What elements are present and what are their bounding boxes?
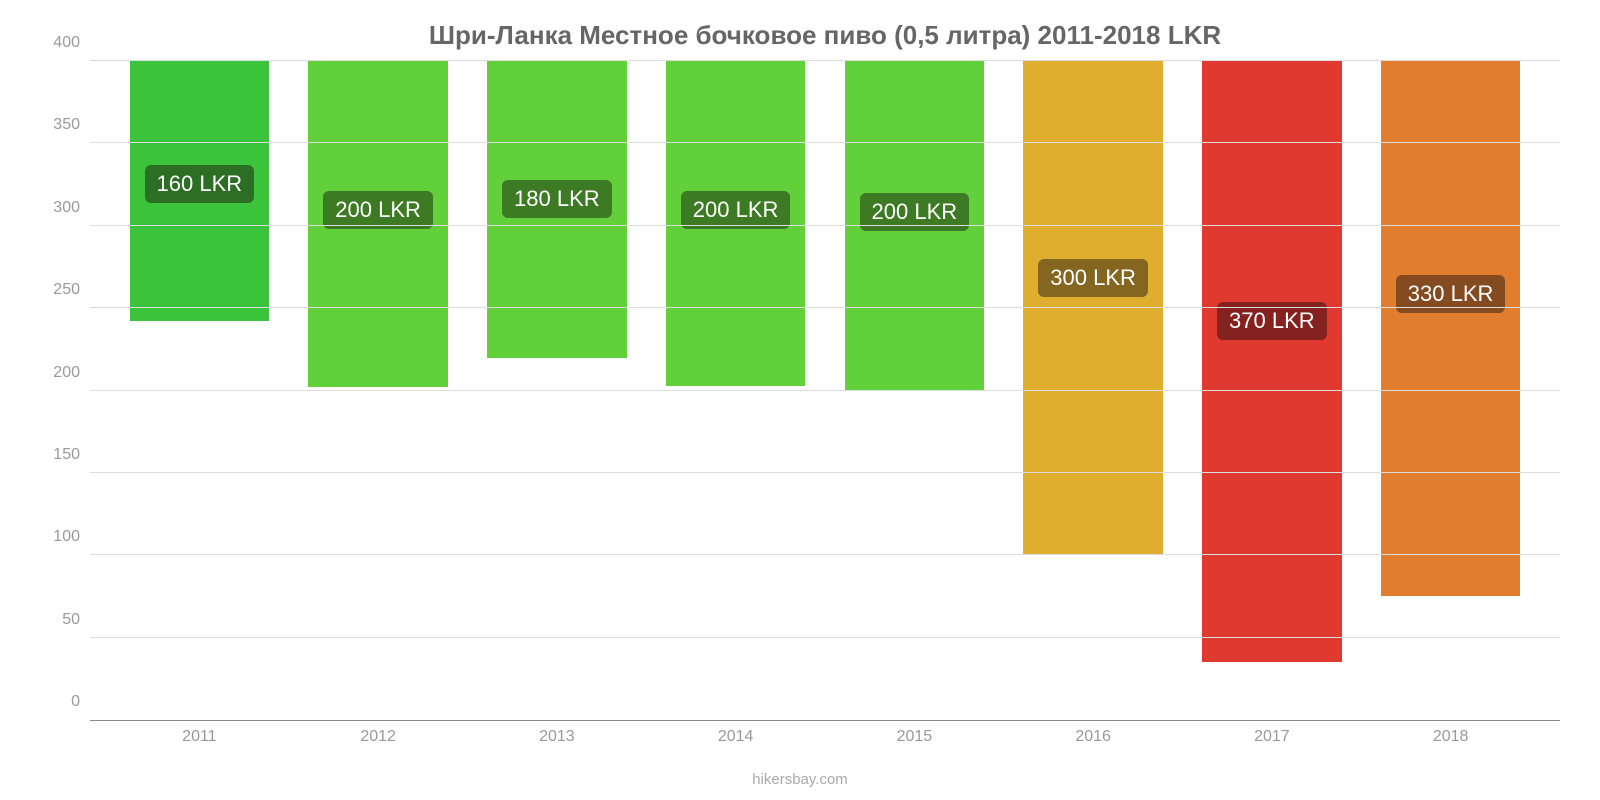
bar: 370 LKR xyxy=(1202,61,1341,662)
bar-slot: 180 LKR2013 xyxy=(468,61,647,720)
ytick-label: 300 xyxy=(40,199,80,217)
ytick-label: 0 xyxy=(40,693,80,711)
gridline xyxy=(90,390,1560,391)
bar: 300 LKR xyxy=(1023,61,1162,555)
bar: 330 LKR xyxy=(1381,61,1520,596)
bar-slot: 200 LKR2015 xyxy=(825,61,1004,720)
xtick-label: 2012 xyxy=(360,728,396,746)
bars-row: 160 LKR2011200 LKR2012180 LKR2013200 LKR… xyxy=(90,61,1560,720)
gridline xyxy=(90,472,1560,473)
ytick-label: 200 xyxy=(40,364,80,382)
ytick-label: 150 xyxy=(40,446,80,464)
gridline xyxy=(90,554,1560,555)
xtick-label: 2013 xyxy=(539,728,575,746)
bar-value-label: 200 LKR xyxy=(681,191,791,229)
bar: 180 LKR xyxy=(487,61,626,358)
gridline xyxy=(90,225,1560,226)
xtick-label: 2018 xyxy=(1433,728,1469,746)
ytick-label: 100 xyxy=(40,528,80,546)
ytick-label: 250 xyxy=(40,281,80,299)
bar-slot: 200 LKR2012 xyxy=(289,61,468,720)
bar-value-label: 160 LKR xyxy=(145,165,255,203)
bar-slot: 370 LKR2017 xyxy=(1183,61,1362,720)
xtick-label: 2016 xyxy=(1075,728,1111,746)
xtick-label: 2014 xyxy=(718,728,754,746)
bar-slot: 160 LKR2011 xyxy=(110,61,289,720)
bar-slot: 330 LKR2018 xyxy=(1361,61,1540,720)
bar-slot: 300 LKR2016 xyxy=(1004,61,1183,720)
attribution-text: hikersbay.com xyxy=(0,771,1600,788)
gridline xyxy=(90,142,1560,143)
chart-container: Шри-Ланка Местное бочковое пиво (0,5 лит… xyxy=(0,0,1600,800)
bar-value-label: 300 LKR xyxy=(1038,259,1148,297)
ytick-label: 400 xyxy=(40,34,80,52)
bar: 200 LKR xyxy=(666,61,805,386)
xtick-label: 2011 xyxy=(182,728,216,746)
gridline xyxy=(90,307,1560,308)
bar: 160 LKR xyxy=(130,61,269,321)
bar-value-label: 180 LKR xyxy=(502,180,612,218)
xtick-label: 2015 xyxy=(897,728,933,746)
ytick-label: 50 xyxy=(40,611,80,629)
chart-title: Шри-Ланка Местное бочковое пиво (0,5 лит… xyxy=(90,20,1560,51)
gridline xyxy=(90,60,1560,61)
gridline xyxy=(90,637,1560,638)
ytick-label: 350 xyxy=(40,116,80,134)
plot-area: 160 LKR2011200 LKR2012180 LKR2013200 LKR… xyxy=(90,61,1560,721)
xtick-label: 2017 xyxy=(1254,728,1290,746)
bar: 200 LKR xyxy=(845,61,984,391)
bar-slot: 200 LKR2014 xyxy=(646,61,825,720)
